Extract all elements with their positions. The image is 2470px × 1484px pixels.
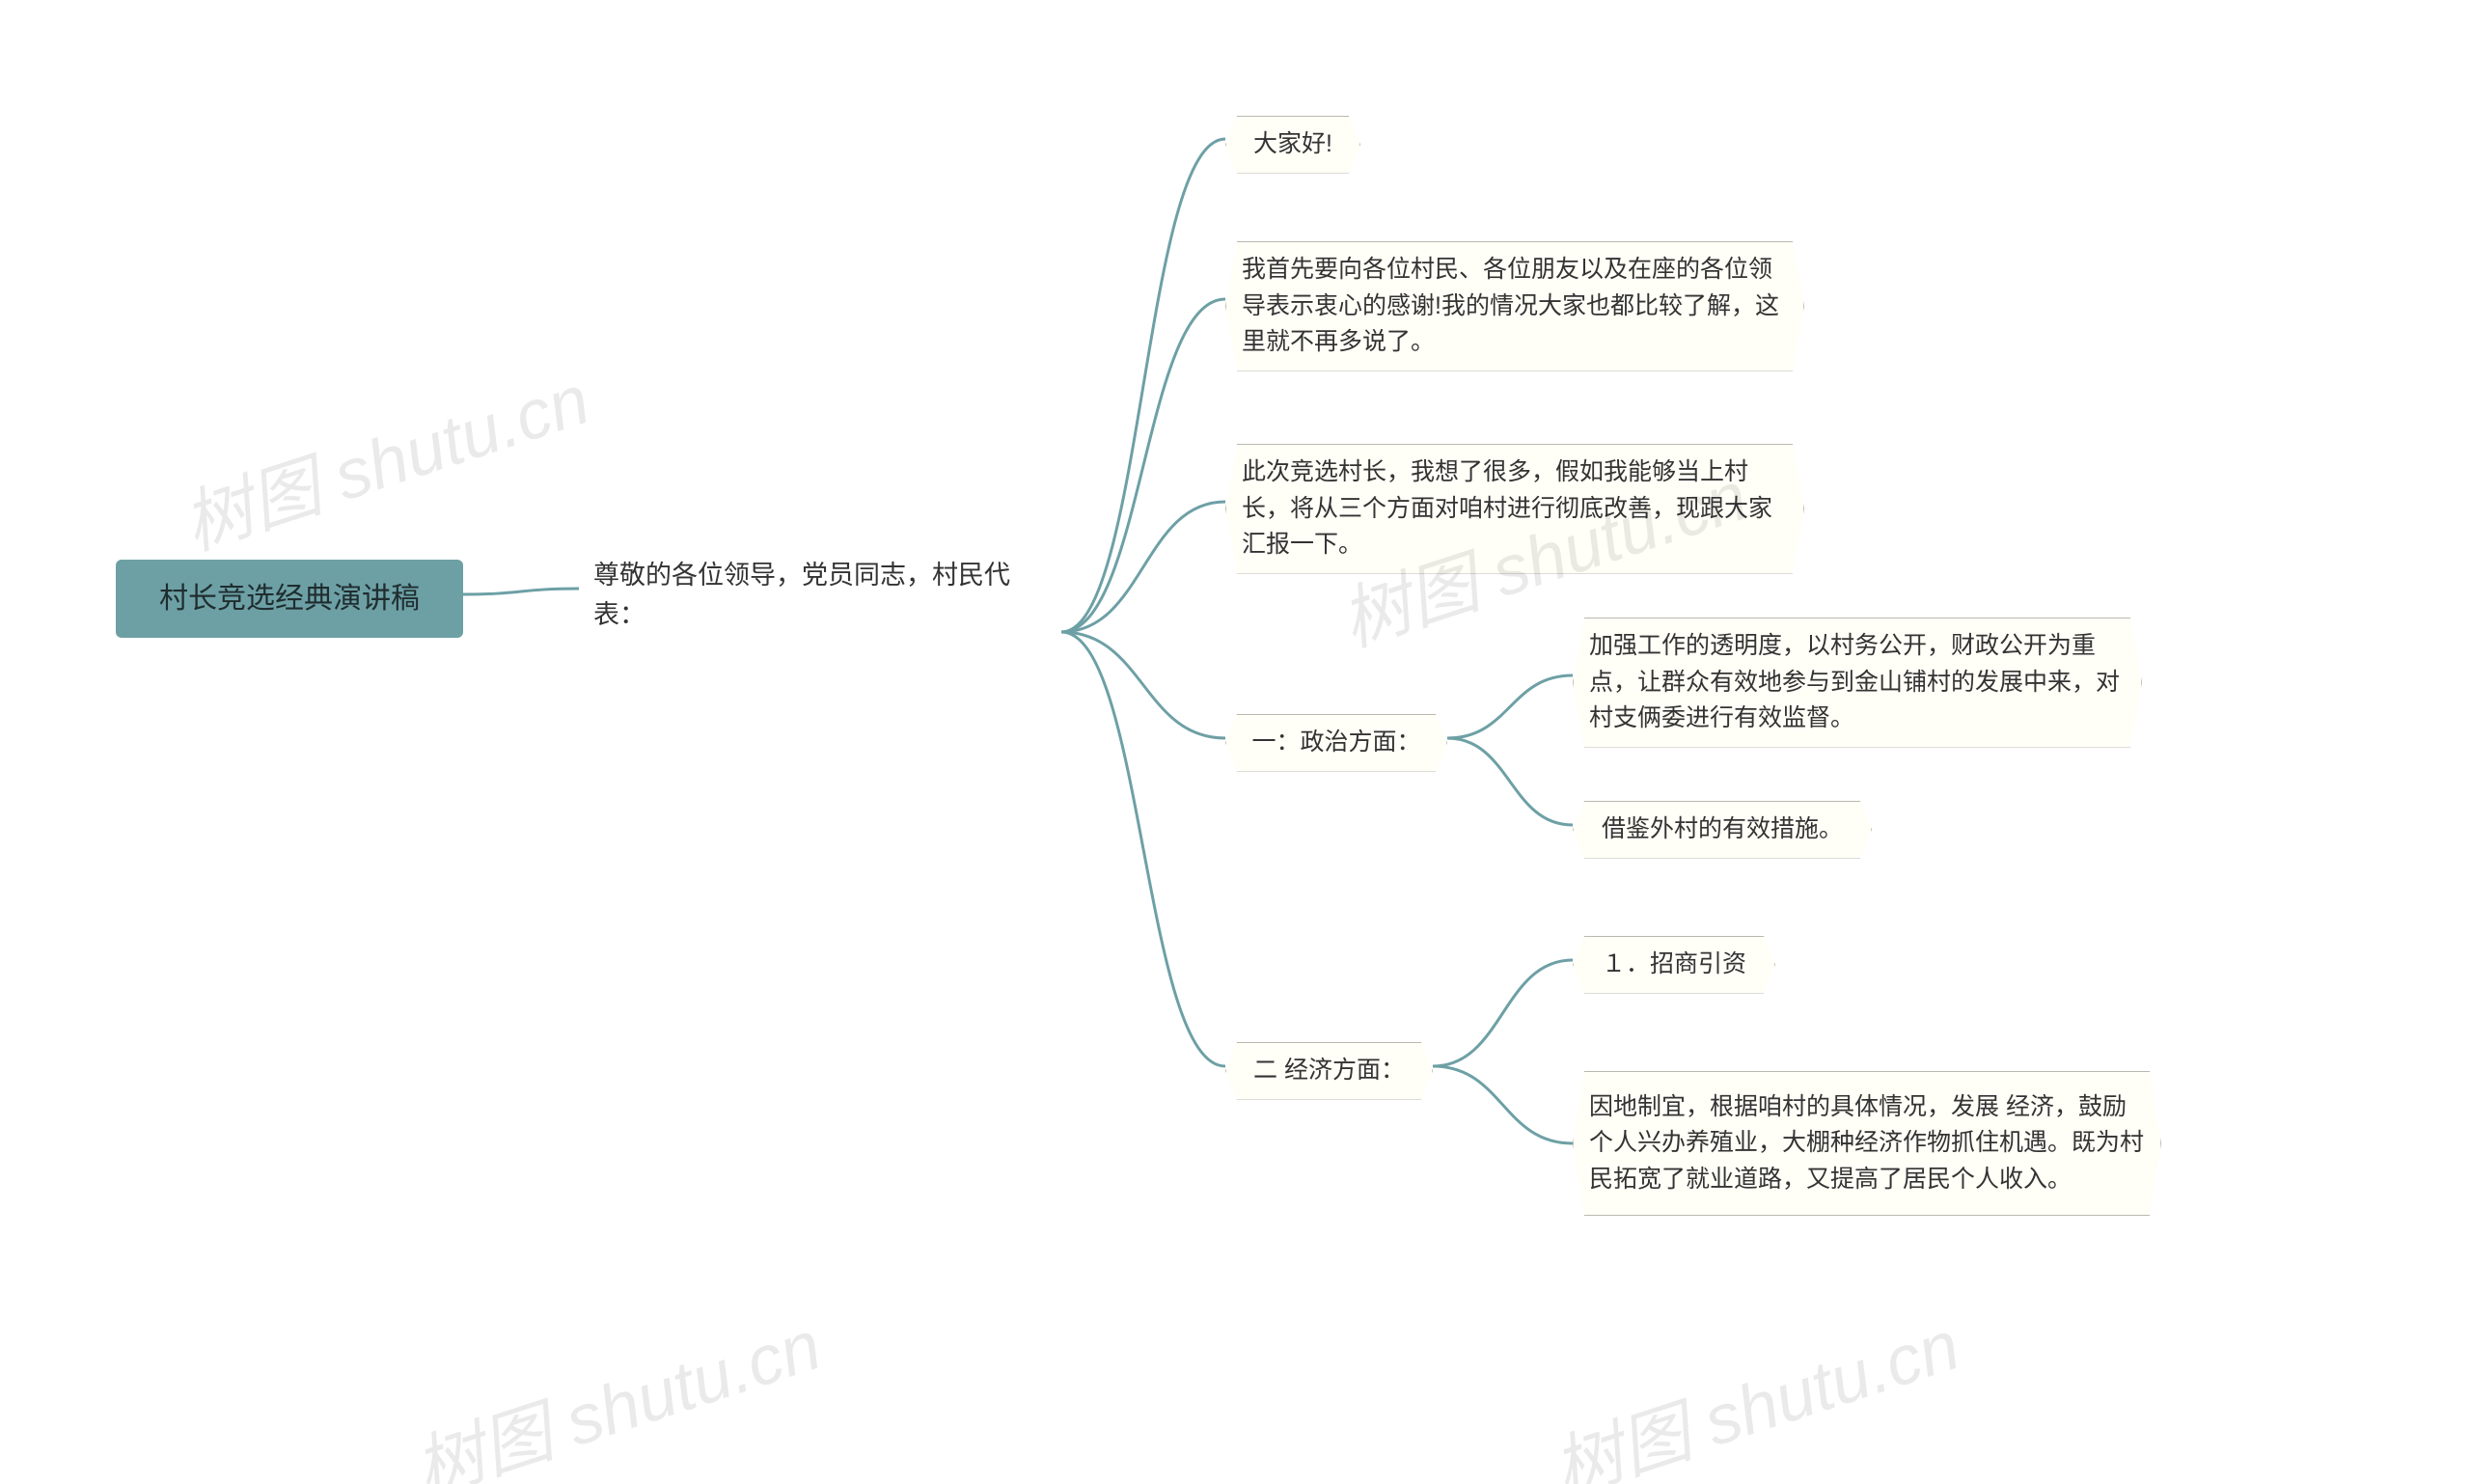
node-e2-label: 因地制宜，根据咱村的具体情况，发展 经济，鼓励个人兴办养殖业，大棚种经济作物抓住…: [1589, 1089, 2145, 1198]
node-d-label: 一：政治方面：: [1251, 725, 1420, 761]
node-a: 大家好!: [1225, 116, 1360, 174]
node-c: 此次竞选村长，我想了很多，假如我能够当上村长，将从三个方面对咱村进行彻底改善，现…: [1225, 444, 1804, 574]
mindmap-canvas: 村长竞选经典演讲稿 尊敬的各位领导，党员同志，村民代表： 大家好! 我首先要向各…: [0, 0, 2470, 1484]
node-d2: 借鉴外村的有效措施。: [1573, 801, 1872, 859]
node-n1: 尊敬的各位领导，党员同志，村民代表：: [579, 545, 1061, 645]
node-e1-label: １．招商引资: [1602, 947, 1746, 983]
node-a-label: 大家好!: [1253, 126, 1332, 163]
node-n1-label: 尊敬的各位领导，党员同志，村民代表：: [593, 556, 1047, 634]
node-root: 村长竞选经典演讲稿: [116, 560, 463, 638]
node-e1: １．招商引资: [1573, 936, 1775, 994]
node-e2: 因地制宜，根据咱村的具体情况，发展 经济，鼓励个人兴办养殖业，大棚种经济作物抓住…: [1573, 1071, 2161, 1216]
node-d1: 加强工作的透明度，以村务公开，财政公开为重点，让群众有效地参与到金山铺村的发展中…: [1573, 618, 2142, 748]
node-d2-label: 借鉴外村的有效措施。: [1602, 811, 1843, 848]
node-d: 一：政治方面：: [1225, 714, 1447, 772]
node-e-label: 二 经济方面：: [1253, 1053, 1405, 1089]
node-e: 二 经济方面：: [1225, 1042, 1433, 1100]
watermark-3: 树图 shutu.cn: [399, 1288, 831, 1484]
watermark-1: 树图 shutu.cn: [168, 343, 599, 569]
node-root-label: 村长竞选经典演讲稿: [159, 577, 420, 620]
node-b-label: 我首先要向各位村民、各位朋友以及在座的各位领导表示衷心的感谢!我的情况大家也都比…: [1242, 252, 1788, 361]
node-d1-label: 加强工作的透明度，以村务公开，财政公开为重点，让群众有效地参与到金山铺村的发展中…: [1589, 628, 2126, 737]
node-b: 我首先要向各位村民、各位朋友以及在座的各位领导表示衷心的感谢!我的情况大家也都比…: [1225, 241, 1804, 371]
node-c-label: 此次竞选村长，我想了很多，假如我能够当上村长，将从三个方面对咱村进行彻底改善，现…: [1242, 454, 1788, 563]
watermark-4: 树图 shutu.cn: [1538, 1288, 1969, 1484]
